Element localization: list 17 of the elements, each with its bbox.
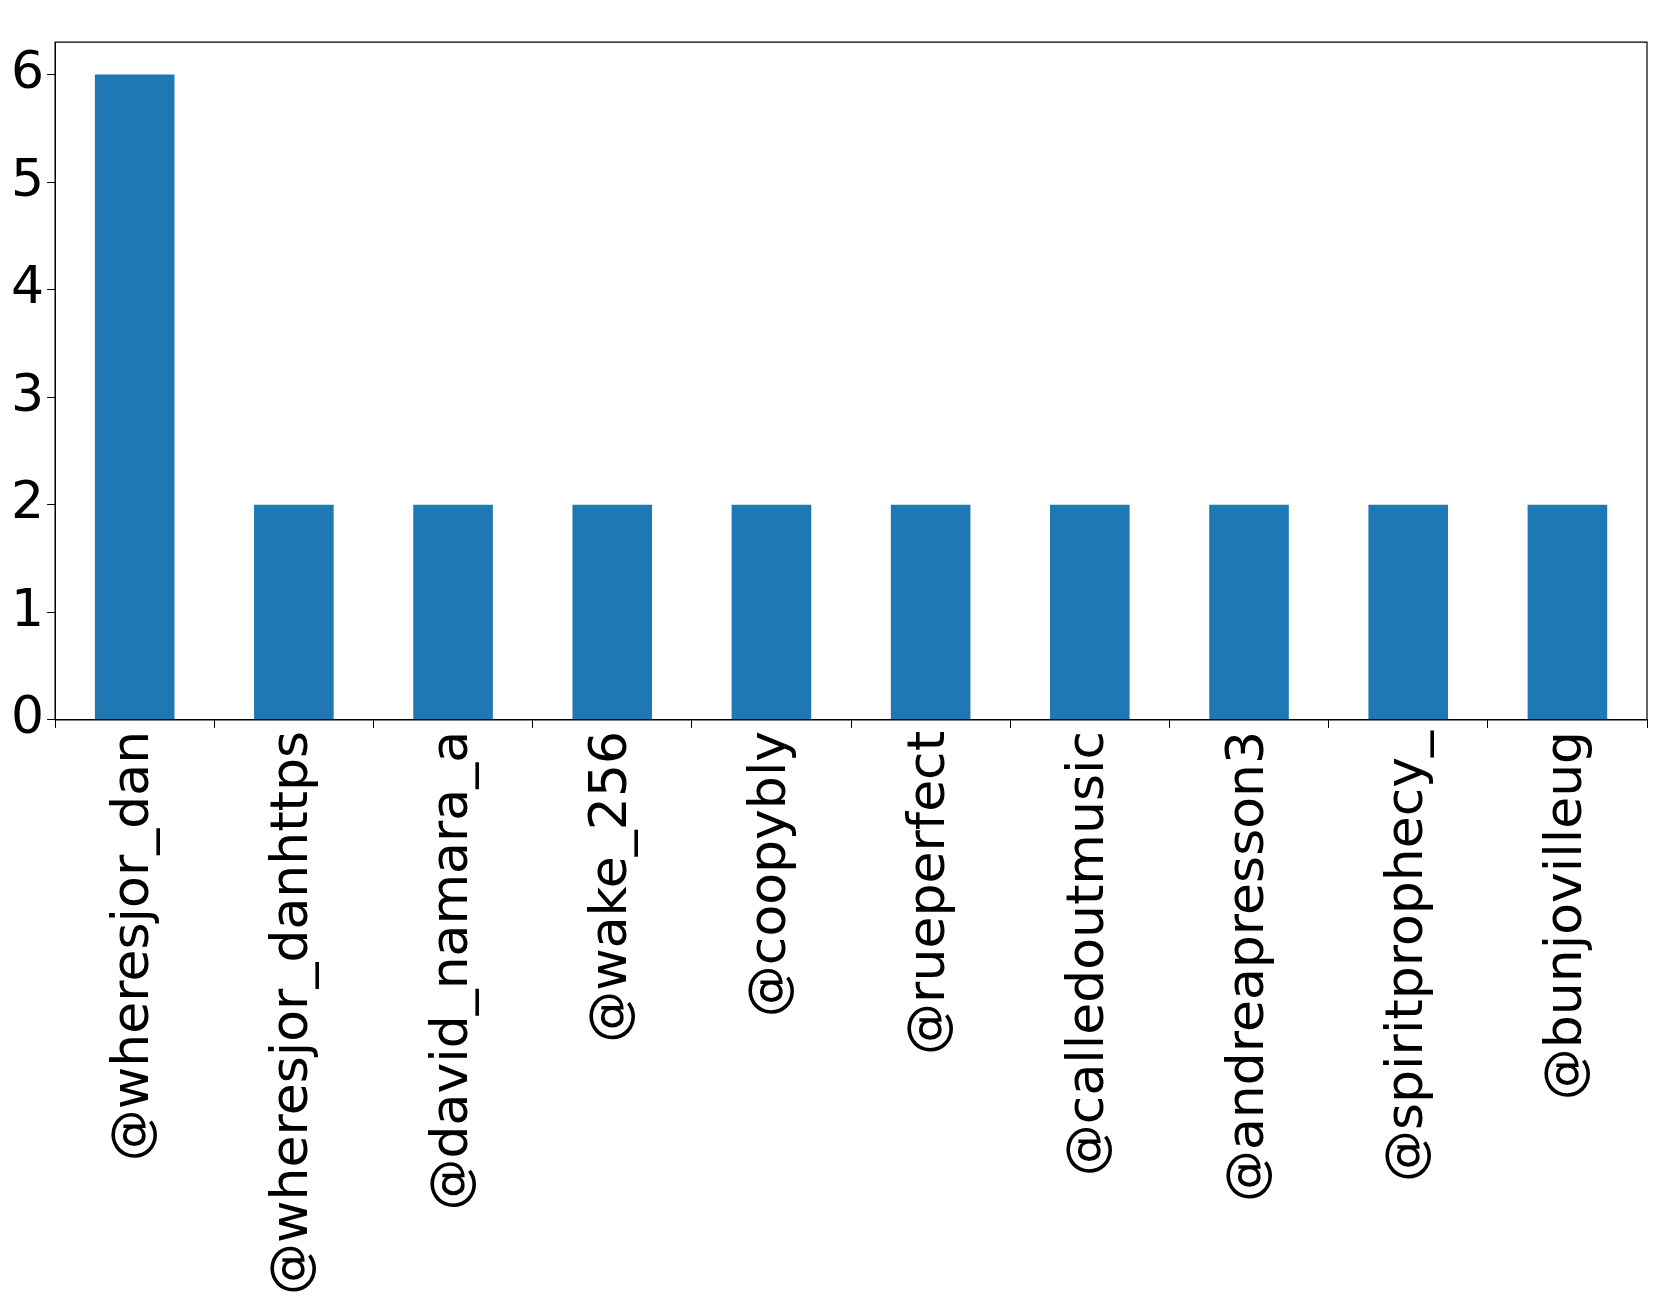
x-tick-label: @rueperfect [896, 730, 957, 1055]
y-tick-label: 6 [10, 39, 45, 100]
y-tick-label: 0 [10, 685, 45, 746]
x-tick-label: @bunjovilleug [1532, 730, 1593, 1101]
y-tick-label: 2 [10, 470, 45, 531]
x-tick-label: @wheresjor_dan [100, 730, 161, 1162]
x-tick-label: @calledoutmusic [1055, 730, 1116, 1177]
x-tick-label: @wake_256 [577, 730, 638, 1043]
x-tick-label: @coopybly [736, 730, 797, 1018]
x-tick-label: @wheresjor_danhttps [259, 730, 320, 1296]
y-tick-label: 1 [10, 577, 45, 638]
x-tick-label: @david_namara_a [418, 730, 479, 1211]
x-tick-label: @spiritprophecy_ [1373, 729, 1434, 1183]
x-tick-label: @andreapresson3 [1214, 730, 1275, 1203]
y-tick-label: 3 [10, 362, 45, 423]
y-tick-label: 5 [10, 147, 45, 208]
y-tick-label: 4 [10, 255, 45, 316]
